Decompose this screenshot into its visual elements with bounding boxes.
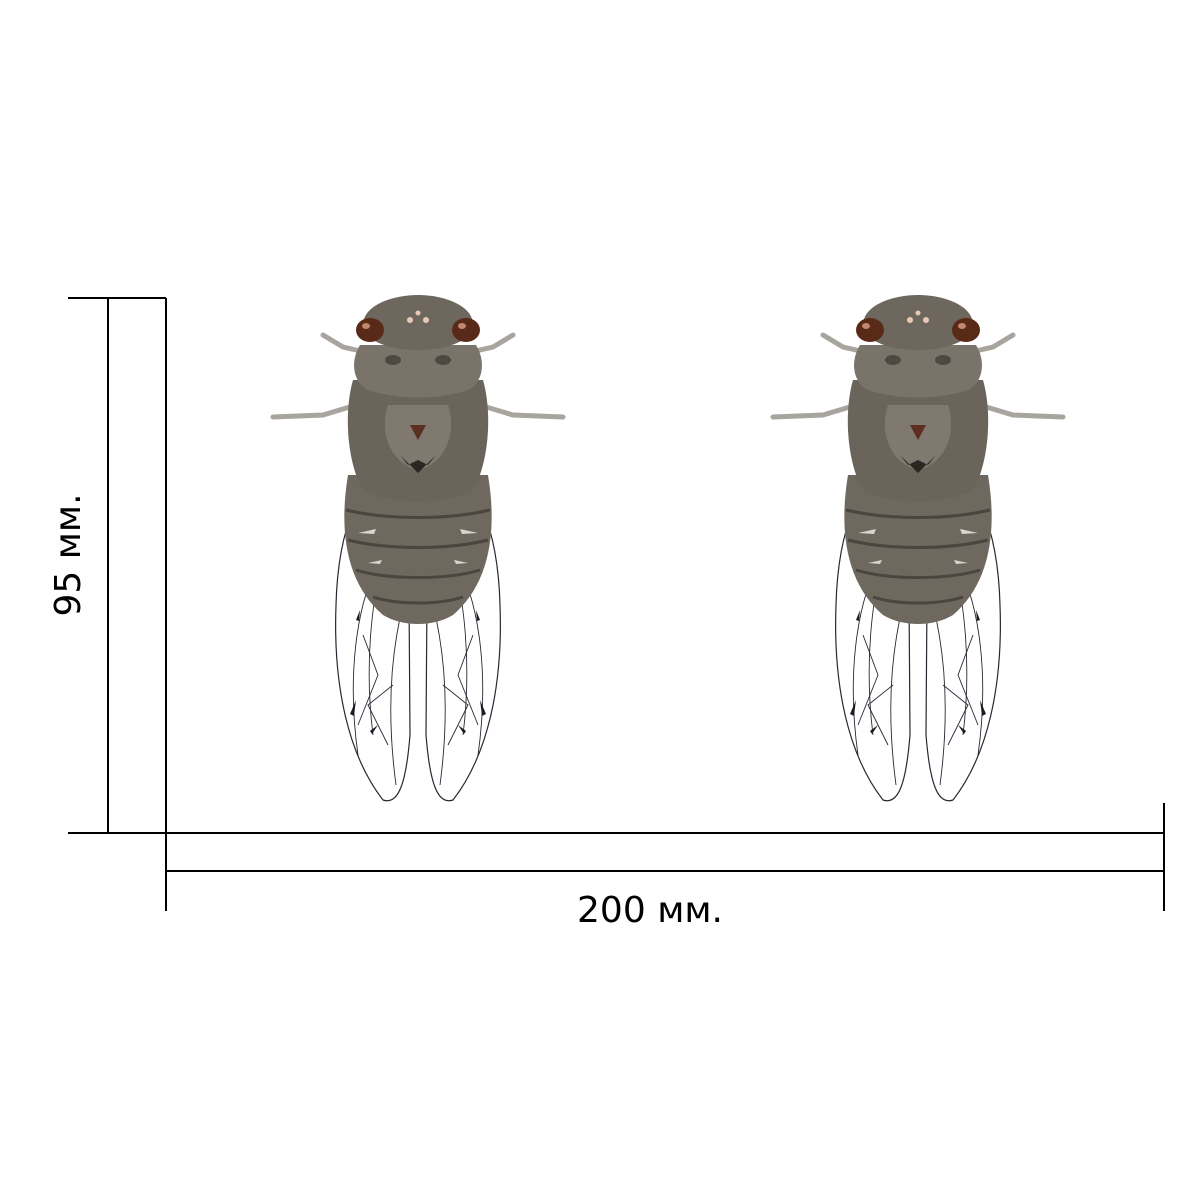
cicada-right: [773, 295, 1063, 801]
cicada-left: [273, 295, 563, 801]
width-dimension: [165, 803, 1165, 911]
height-label: 95 мм.: [48, 493, 89, 616]
height-dimension: [68, 297, 167, 834]
width-label: 200 мм.: [577, 890, 723, 931]
